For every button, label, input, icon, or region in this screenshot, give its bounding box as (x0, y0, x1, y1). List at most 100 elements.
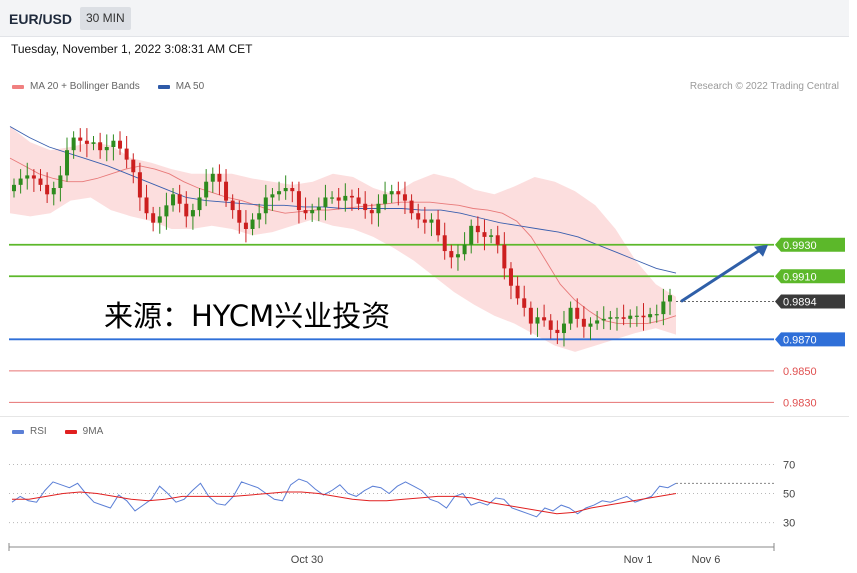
candle-body (250, 219, 255, 229)
candle-body (349, 195, 354, 198)
candle-body (575, 307, 580, 319)
candle-body (542, 317, 547, 321)
candle-body (614, 317, 619, 319)
candle (396, 181, 401, 206)
candle (548, 314, 553, 339)
candle-body (389, 191, 394, 195)
panel-divider (0, 416, 849, 417)
candle (349, 189, 354, 211)
candle-body (224, 181, 229, 201)
candle-body (429, 219, 434, 223)
candle (104, 134, 109, 162)
timeframe-badge[interactable]: 30 MIN (80, 7, 131, 30)
forecast-arrow-head (754, 244, 768, 257)
candle-body (330, 197, 335, 199)
candle (31, 169, 36, 192)
candle-body (608, 317, 613, 319)
candle (184, 191, 189, 228)
candle (442, 222, 447, 260)
candle-body (303, 210, 308, 214)
level-label-0.9930: 0.9930 (783, 240, 817, 252)
candle (436, 210, 441, 242)
candle-body (442, 235, 447, 252)
candle-body (416, 213, 421, 220)
candle-body (71, 137, 76, 151)
candle-body (634, 315, 639, 317)
candle (555, 320, 560, 345)
candle (343, 183, 348, 212)
candle (356, 188, 361, 211)
timestamp: Tuesday, November 1, 2022 3:08:31 AM CET (11, 42, 253, 56)
candle-body (561, 323, 566, 334)
candle (310, 203, 315, 222)
candle-body (184, 203, 189, 217)
candle (277, 181, 282, 201)
candle (654, 304, 659, 323)
candle (98, 132, 103, 159)
candle (389, 184, 394, 203)
candle (330, 191, 335, 204)
candle-body (383, 194, 388, 204)
candle-body (91, 142, 96, 144)
candle-body (489, 235, 494, 237)
candle (416, 203, 421, 229)
candle (25, 162, 30, 190)
candle (482, 219, 487, 251)
candle (164, 192, 169, 230)
legend-item-rsi: RSI (12, 426, 47, 437)
candle-body (409, 200, 414, 214)
candle (257, 203, 262, 229)
candle (51, 181, 56, 206)
candle (383, 181, 388, 211)
candle (38, 169, 43, 192)
candle-body (502, 244, 507, 269)
candle-body (45, 184, 50, 195)
candle (628, 309, 633, 328)
candle (283, 175, 288, 200)
candle-body (210, 173, 215, 182)
candle-body (648, 314, 653, 318)
legend-item-ma20: MA 20 + Bollinger Bands (12, 81, 140, 92)
candle-body (581, 318, 586, 327)
candle-body (621, 317, 626, 319)
candle-body (641, 315, 646, 318)
candle (58, 165, 63, 202)
level-tag-0.9910 (775, 269, 845, 284)
candle (462, 232, 467, 261)
candle-body (131, 159, 136, 173)
candle-body (356, 197, 361, 204)
candle-body (548, 320, 553, 330)
candle-body (118, 140, 123, 149)
candle-body (628, 315, 633, 319)
candle-body (462, 244, 467, 255)
candle-body (197, 197, 202, 211)
candle-body (204, 181, 209, 198)
candle (508, 262, 513, 300)
candle (78, 128, 83, 152)
candle (65, 137, 70, 182)
candle (581, 306, 586, 338)
candle-body (124, 148, 129, 160)
candle (243, 210, 248, 243)
legend-label-ma20: MA 20 + Bollinger Bands (30, 81, 140, 92)
candle (190, 203, 195, 230)
candle-body (84, 140, 89, 144)
candle-body (475, 225, 480, 233)
candle-body (237, 210, 242, 223)
rsi-ma-line (12, 491, 677, 515)
rsi-tick-label-70: 70 (783, 459, 795, 471)
x-tick-label-0: Oct 30 (291, 554, 323, 566)
candle-body (144, 197, 149, 214)
candle-body (65, 150, 70, 176)
candle (237, 200, 242, 234)
research-credit: Research © 2022 Trading Central (689, 81, 839, 92)
candle-body (263, 197, 268, 214)
candle-body (343, 195, 348, 201)
candle-body (51, 188, 56, 195)
candle (641, 303, 646, 331)
candle (502, 232, 507, 280)
legend-item-9ma: 9MA (64, 426, 103, 437)
candle (270, 188, 275, 211)
level-tag-0.9870 (775, 332, 845, 347)
candle-body (508, 268, 513, 286)
